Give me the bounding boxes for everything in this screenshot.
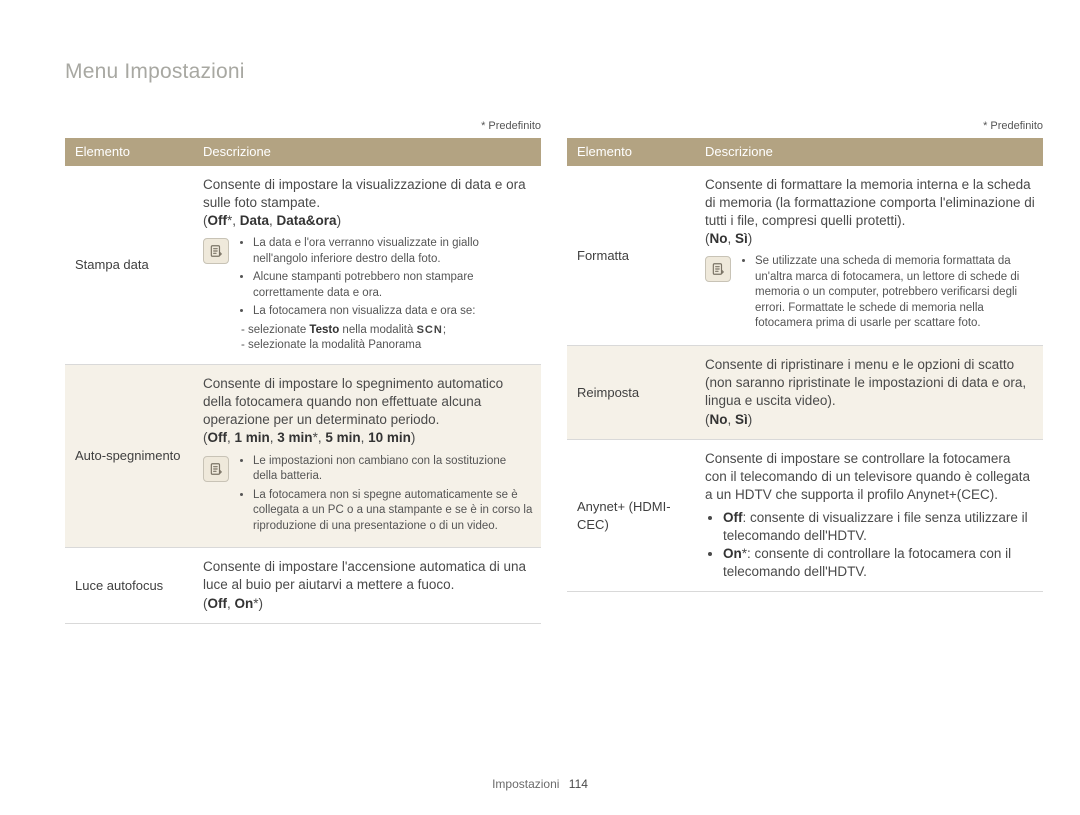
cell-elemento: Reimposta — [567, 346, 695, 440]
cell-elemento: Anynet+ (HDMI-CEC) — [567, 439, 695, 592]
th-elemento: Elemento — [567, 138, 695, 166]
page-title: Menu Impostazioni — [65, 60, 1045, 84]
footer-page-number: 114 — [569, 777, 588, 791]
right-column: * Predefinito Elemento Descrizione Forma… — [567, 120, 1043, 624]
settings-table-left: Elemento Descrizione Stampa dataConsente… — [65, 138, 541, 624]
predef-right: * Predefinito — [567, 120, 1043, 132]
note-item: La fotocamera non visualizza data e ora … — [253, 304, 533, 320]
footer-section: Impostazioni — [492, 777, 559, 791]
note-item: Le impostazioni non cambiano con la sost… — [253, 454, 533, 485]
options-text: (Off*, Data, Data&ora) — [203, 213, 341, 228]
options-text: (No, Sì) — [705, 412, 752, 427]
note-block: Le impostazioni non cambiano con la sost… — [203, 454, 533, 538]
note-block: La data e l'ora verranno visualizzate in… — [203, 236, 533, 354]
note-block: Se utilizzate una scheda di memoria form… — [705, 254, 1035, 335]
table-row: FormattaConsente di formattare la memori… — [567, 166, 1043, 346]
table-row: Luce autofocus Consente di impostare l'ac… — [65, 548, 541, 624]
options-text: (No, Sì) — [705, 231, 752, 246]
settings-table-right: Elemento Descrizione FormattaConsente di… — [567, 138, 1043, 592]
note-item: La data e l'ora verranno visualizzate in… — [253, 236, 533, 267]
table-row: Auto-spegnimentoConsente di impostare lo… — [65, 364, 541, 547]
cell-descrizione: Consente di formattare la memoria intern… — [695, 166, 1043, 346]
cell-elemento: Luce autofocus — [65, 548, 193, 624]
note-item: La fotocamera non si spegne automaticame… — [253, 488, 533, 535]
note-body: La data e l'ora verranno visualizzate in… — [237, 236, 533, 354]
table-row: Stampa data Consente di impostare la visu… — [65, 166, 541, 365]
options-text: (Off, On*) — [203, 596, 263, 611]
predef-left: * Predefinito — [65, 120, 541, 132]
cell-elemento: Stampa data — [65, 166, 193, 365]
th-descrizione: Descrizione — [695, 138, 1043, 166]
cell-elemento: Auto-spegnimento — [65, 364, 193, 547]
desc-text: Consente di impostare lo spegnimento aut… — [203, 376, 503, 427]
table-row: ReimpostaConsente di ripristinare i menu… — [567, 346, 1043, 440]
note-icon — [203, 238, 229, 264]
left-column: * Predefinito Elemento Descrizione Stamp… — [65, 120, 541, 624]
desc-text: Consente di impostare l'accensione autom… — [203, 559, 526, 592]
page-root: Menu Impostazioni * Predefinito Elemento… — [0, 0, 1080, 815]
options-text: (Off, 1 min, 3 min*, 5 min, 10 min) — [203, 430, 415, 445]
note-subitem: selezionate la modalità Panorama — [241, 338, 533, 354]
cell-elemento: Formatta — [567, 166, 695, 346]
desc-text: Consente di ripristinare i menu e le opz… — [705, 357, 1026, 408]
th-descrizione: Descrizione — [193, 138, 541, 166]
columns-wrap: * Predefinito Elemento Descrizione Stamp… — [65, 120, 1045, 624]
cell-descrizione: Consente di impostare la visualizzazione… — [193, 166, 541, 365]
desc-text: Consente di impostare la visualizzazione… — [203, 177, 526, 210]
cell-descrizione: Consente di impostare l'accensione autom… — [193, 548, 541, 624]
table-row: Anynet+ (HDMI-CEC)Consente di impostare … — [567, 439, 1043, 592]
cell-descrizione: Consente di impostare se controllare la … — [695, 439, 1043, 592]
th-elemento: Elemento — [65, 138, 193, 166]
note-item: Alcune stampanti potrebbero non stampare… — [253, 270, 533, 301]
page-footer: Impostazioni 114 — [0, 777, 1080, 791]
cell-descrizione: Consente di impostare lo spegnimento aut… — [193, 364, 541, 547]
note-icon — [705, 256, 731, 282]
desc-text: Consente di formattare la memoria intern… — [705, 177, 1035, 228]
note-body: Le impostazioni non cambiano con la sost… — [237, 454, 533, 538]
note-item: Se utilizzate una scheda di memoria form… — [755, 254, 1035, 332]
cell-descrizione: Consente di ripristinare i menu e le opz… — [695, 346, 1043, 440]
note-subitem: selezionate Testo nella modalità SCN; — [241, 323, 533, 339]
note-body: Se utilizzate una scheda di memoria form… — [739, 254, 1035, 335]
note-icon — [203, 456, 229, 482]
